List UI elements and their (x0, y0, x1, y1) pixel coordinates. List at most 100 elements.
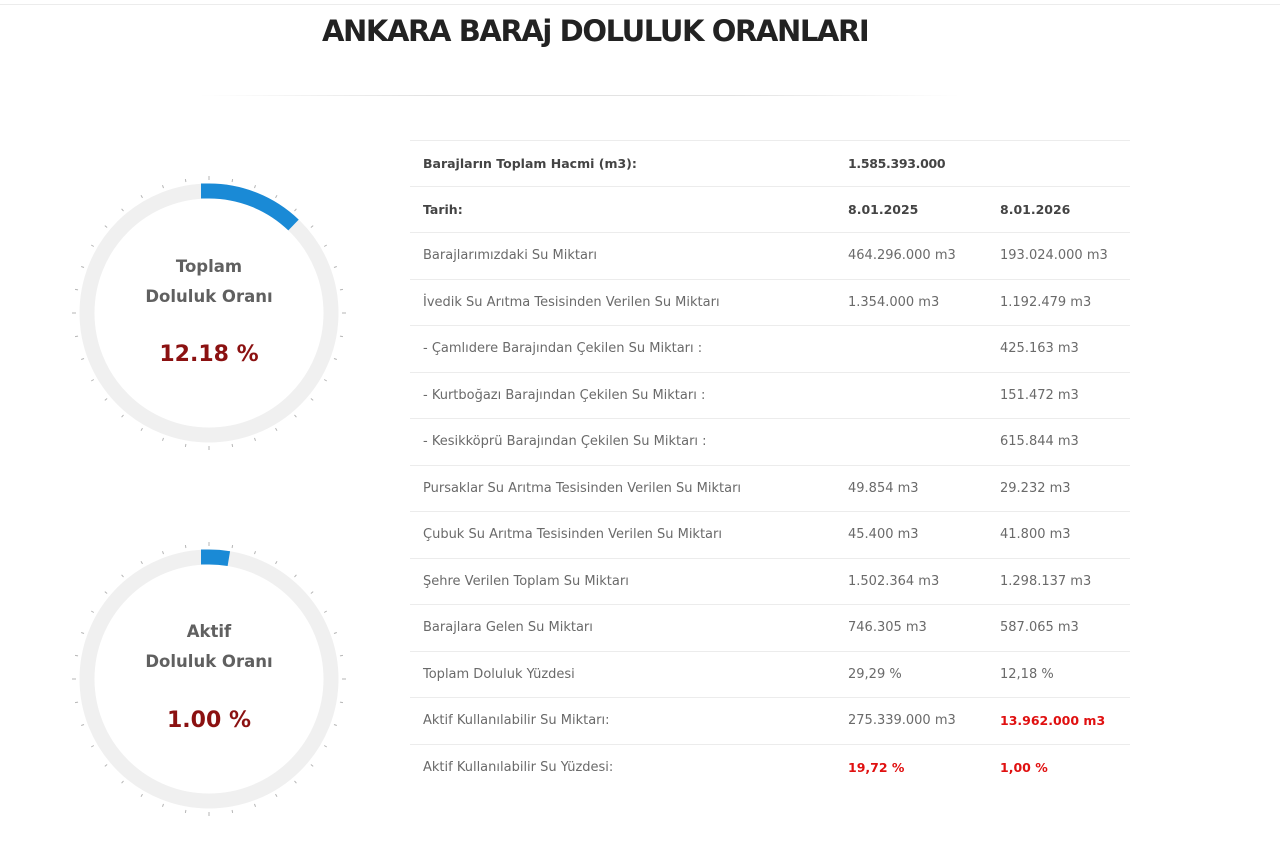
table-row: Pursaklar Su Arıtma Tesisinden Verilen S… (410, 464, 1130, 512)
row-value-2026: 1,00 % (988, 743, 1130, 791)
gauge-tick (231, 443, 234, 448)
row-value-2026: 587.065 m3 (988, 604, 1130, 651)
gauge-progress-arc (201, 549, 231, 567)
gauge-tick (140, 560, 143, 565)
gauge-tick (81, 358, 85, 360)
gauge-tick (310, 591, 314, 594)
table-row: İvedik Su Arıtma Tesisinden Verilen Su M… (410, 278, 1130, 326)
gauge-tick (162, 551, 164, 555)
active-fill-gauge-label: Aktif Doluluk Oranı (72, 617, 346, 677)
table-row: - Çamlıdere Barajından Çekilen Su Miktar… (410, 325, 1130, 372)
row-label: Şehre Verilen Toplam Su Miktarı (410, 557, 836, 605)
gauge-tick (323, 244, 328, 247)
date-2: 8.01.2026 (988, 186, 1130, 233)
gauge-tick (140, 427, 143, 432)
total-volume-label: Barajların Toplam Hacmi (m3): (410, 140, 836, 187)
row-value-2026: 425.163 m3 (988, 325, 1130, 372)
gauge-tick (294, 208, 297, 212)
gauge-track (79, 183, 339, 443)
row-label: Aktif Kullanılabilir Su Miktarı: (410, 697, 836, 744)
date-row: Tarih: 8.01.2025 8.01.2026 (410, 186, 1130, 233)
row-value-2025: 1.502.364 m3 (836, 557, 988, 605)
gauge-tick (294, 414, 297, 418)
gauge-tick (333, 724, 337, 726)
table-row: Toplam Doluluk Yüzdesi 29,29 % 12,18 % (410, 650, 1130, 698)
gauge-track (79, 549, 339, 809)
table-row: Barajlara Gelen Su Miktarı 746.305 m3 58… (410, 604, 1130, 651)
row-label: - Kesikköprü Barajından Çekilen Su Mikta… (410, 418, 836, 465)
gauge-tick (140, 793, 143, 798)
gauge-tick (254, 551, 256, 555)
gauge-tick (81, 632, 85, 634)
gauge-tick (184, 178, 187, 183)
gauge-tick (275, 194, 278, 199)
gauge-label-line2: Doluluk Oranı (145, 287, 273, 306)
total-volume-value: 1.585.393.000 (836, 140, 1130, 187)
gauge-tick (231, 809, 234, 814)
row-value-2026: 615.844 m3 (988, 418, 1130, 465)
gauge-tick (104, 225, 108, 228)
row-value-2026: 1.298.137 m3 (988, 557, 1130, 605)
top-border (0, 4, 1280, 5)
gauge-tick (333, 632, 337, 634)
row-label: - Kurtboğazı Barajından Çekilen Su Mikta… (410, 371, 836, 419)
row-value-2025 (836, 418, 988, 465)
row-value-2026: 151.472 m3 (988, 371, 1130, 419)
gauge-label-line1: Toplam (175, 257, 243, 276)
gauge-tick (275, 427, 278, 432)
gauge-tick (275, 793, 278, 798)
table-row: - Kesikköprü Barajından Çekilen Su Mikta… (410, 418, 1130, 465)
row-label: Pursaklar Su Arıtma Tesisinden Verilen S… (410, 464, 836, 512)
total-fill-gauge: Toplam Doluluk Oranı 12.18 % (72, 176, 346, 450)
gauge-tick (90, 610, 95, 613)
row-label: Aktif Kullanılabilir Su Yüzdesi: (410, 743, 836, 791)
row-value-2025: 49.854 m3 (836, 464, 988, 512)
gauge-tick (81, 266, 85, 268)
table-row: Barajlarımızdaki Su Miktarı 464.296.000 … (410, 232, 1130, 279)
table-row: Aktif Kullanılabilir Su Miktarı: 275.339… (410, 697, 1130, 744)
table-row: Şehre Verilen Toplam Su Miktarı 1.502.36… (410, 557, 1130, 605)
date-1: 8.01.2025 (836, 186, 988, 233)
dam-fill-table: Barajların Toplam Hacmi (m3): 1.585.393.… (410, 140, 1130, 791)
gauge-tick (121, 208, 124, 212)
gauge-tick (339, 701, 344, 704)
gauge-tick (231, 178, 234, 183)
gauge-tick (339, 288, 344, 291)
gauge-tick (184, 544, 187, 549)
gauge-tick (74, 654, 79, 657)
total-volume-row: Barajların Toplam Hacmi (m3): 1.585.393.… (410, 140, 1130, 187)
gauge-tick (90, 244, 95, 247)
gauge-tick (254, 437, 256, 441)
row-label: Barajlara Gelen Su Miktarı (410, 604, 836, 651)
row-value-2025: 464.296.000 m3 (836, 232, 988, 279)
table-row: Aktif Kullanılabilir Su Yüzdesi: 19,72 %… (410, 743, 1130, 791)
gauge-tick (90, 379, 95, 382)
row-label: Barajlarımızdaki Su Miktarı (410, 232, 836, 279)
row-value-2026: 29.232 m3 (988, 464, 1130, 512)
row-value-2025: 275.339.000 m3 (836, 697, 988, 744)
title-divider (200, 95, 960, 96)
gauge-tick (90, 745, 95, 748)
gauge-tick (333, 358, 337, 360)
gauge-tick (323, 745, 328, 748)
gauge-tick (323, 610, 328, 613)
row-value-2026: 13.962.000 m3 (988, 697, 1130, 744)
gauge-tick (231, 544, 234, 549)
total-fill-gauge-label: Toplam Doluluk Oranı (72, 252, 346, 312)
gauge-tick (323, 379, 328, 382)
gauge-tick (104, 764, 108, 767)
row-value-2025 (836, 325, 988, 372)
row-value-2025: 746.305 m3 (836, 604, 988, 651)
gauge-tick (333, 266, 337, 268)
gauge-tick (310, 225, 314, 228)
gauge-tick (294, 780, 297, 784)
row-value-2026: 1.192.479 m3 (988, 278, 1130, 326)
row-label: Çubuk Su Arıtma Tesisinden Verilen Su Mi… (410, 511, 836, 558)
gauge-tick (162, 803, 164, 807)
gauge-tick (275, 560, 278, 565)
active-fill-gauge-ring (72, 542, 346, 816)
row-value-2026: 12,18 % (988, 650, 1130, 698)
gauge-progress-arc (201, 183, 299, 231)
row-label: - Çamlıdere Barajından Çekilen Su Miktar… (410, 325, 836, 372)
row-value-2025: 29,29 % (836, 650, 988, 698)
